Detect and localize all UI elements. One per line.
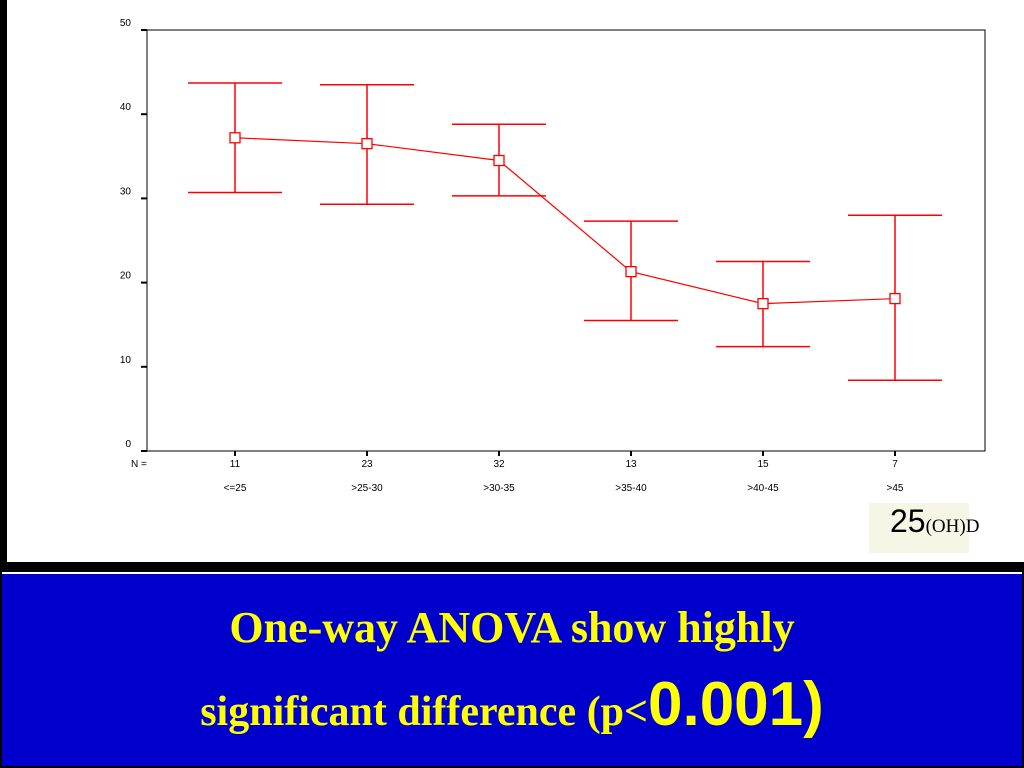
category-label: >30-35 <box>483 483 515 494</box>
banner-line-2: significant difference (p<0.001) <box>2 669 1022 740</box>
n-value-label: 32 <box>493 459 505 470</box>
plot-frame <box>146 29 986 452</box>
mean-marker <box>493 154 505 167</box>
n-label: N = <box>131 459 147 470</box>
category-label: >35-40 <box>615 483 647 494</box>
chart-variable-caption: 25(OH)D <box>890 503 979 541</box>
y-axis: 0 10 20 30 40 50 <box>120 18 147 452</box>
caption-badge <box>869 503 969 553</box>
caption-subscript: (OH)D <box>925 516 980 537</box>
series-layer <box>188 82 942 382</box>
mean-marker <box>361 138 373 150</box>
n-value-label: 7 <box>892 459 898 470</box>
conclusion-banner: One-way ANOVA show highly significant di… <box>2 572 1022 766</box>
chart-panel: 0 10 20 30 40 50 N = 11 <=25 23 >25-30 32 >30-35 13 >… <box>7 0 1024 562</box>
mean-line <box>234 137 896 305</box>
mean-marker <box>757 297 769 310</box>
caption-number: 25 <box>890 503 926 539</box>
mean-marker <box>889 292 901 305</box>
n-value-label: 23 <box>361 459 373 470</box>
y-tick-label: 20 <box>120 271 132 282</box>
y-tick-label: 0 <box>125 439 131 450</box>
banner-p-value: 0.001) <box>647 670 824 739</box>
category-label: <=25 <box>224 483 247 494</box>
y-tick-label: 10 <box>120 355 132 366</box>
y-tick-label: 30 <box>120 186 132 197</box>
banner-line-1: One-way ANOVA show highly <box>229 603 795 652</box>
x-axis: N = 11 <=25 23 >25-30 32 >30-35 13 >35-40 15 >40-4… <box>131 451 904 494</box>
y-tick-label: 50 <box>120 18 132 29</box>
banner-line-2-text: significant difference (p< <box>200 689 648 735</box>
mean-marker <box>625 266 637 278</box>
n-value-label: 11 <box>230 459 241 470</box>
n-value-label: 13 <box>625 459 637 470</box>
category-label: >45 <box>887 483 904 494</box>
mean-marker <box>229 132 241 144</box>
y-tick-label: 40 <box>120 102 132 113</box>
error-bar-chart: 0 10 20 30 40 50 N = 11 <=25 23 >25-30 32 >30-35 13 >… <box>120 18 986 494</box>
category-label: >25-30 <box>351 483 383 494</box>
n-value-label: 15 <box>757 459 769 470</box>
category-label: >40-45 <box>747 483 779 494</box>
